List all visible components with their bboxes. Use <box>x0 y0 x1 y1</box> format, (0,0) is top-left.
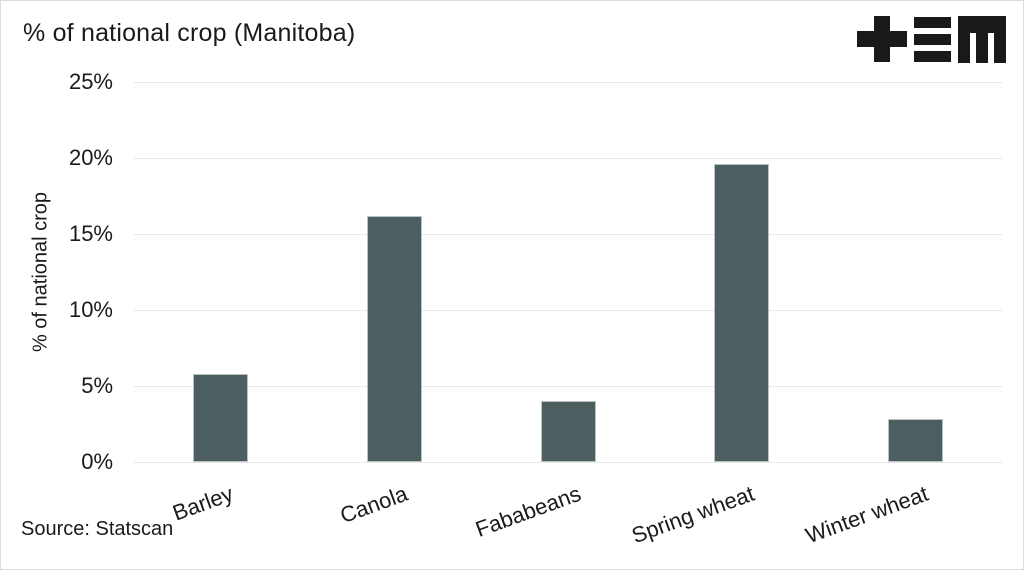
bar-canola <box>366 215 422 462</box>
source-note: Source: Statscan <box>21 518 174 540</box>
m-icon <box>958 15 1006 63</box>
y-tick-label: 10% <box>68 297 113 322</box>
plus-icon <box>857 16 907 62</box>
x-category-label: Canola <box>336 480 411 529</box>
bar-winter-wheat <box>887 419 943 462</box>
y-tick-label: 15% <box>68 221 113 246</box>
y-tick-label: 25% <box>68 69 113 94</box>
y-tick-label: 0% <box>81 449 113 474</box>
tem-logo <box>857 15 1006 63</box>
bar-barley <box>193 373 249 462</box>
gridline <box>134 309 1002 311</box>
chart-title: % of national crop (Manitoba) <box>23 19 356 47</box>
x-axis-tick-labels: Barley Canola Fababeans Spring wheat Winter … <box>134 462 1002 569</box>
gridline <box>134 461 1002 463</box>
gridline <box>134 385 1002 387</box>
y-tick-label: 20% <box>68 145 113 170</box>
triple-bar-icon <box>914 16 951 62</box>
x-category-label: Fababeans <box>472 480 585 542</box>
bars-layer <box>134 82 1002 462</box>
gridline <box>134 157 1002 159</box>
bar-fababeans <box>540 401 596 462</box>
x-category-label: Spring wheat <box>628 480 758 549</box>
gridline <box>134 81 1002 83</box>
x-category-label: Winter wheat <box>802 480 932 549</box>
bar-spring-wheat <box>714 164 770 462</box>
x-category-label: Barley <box>169 480 237 526</box>
gridline-layer <box>134 81 1002 463</box>
y-tick-label: 5% <box>81 373 113 398</box>
y-axis-tick-labels: 0% 5% 10% 15% 20% 25% <box>1 69 113 474</box>
gridline <box>134 233 1002 235</box>
